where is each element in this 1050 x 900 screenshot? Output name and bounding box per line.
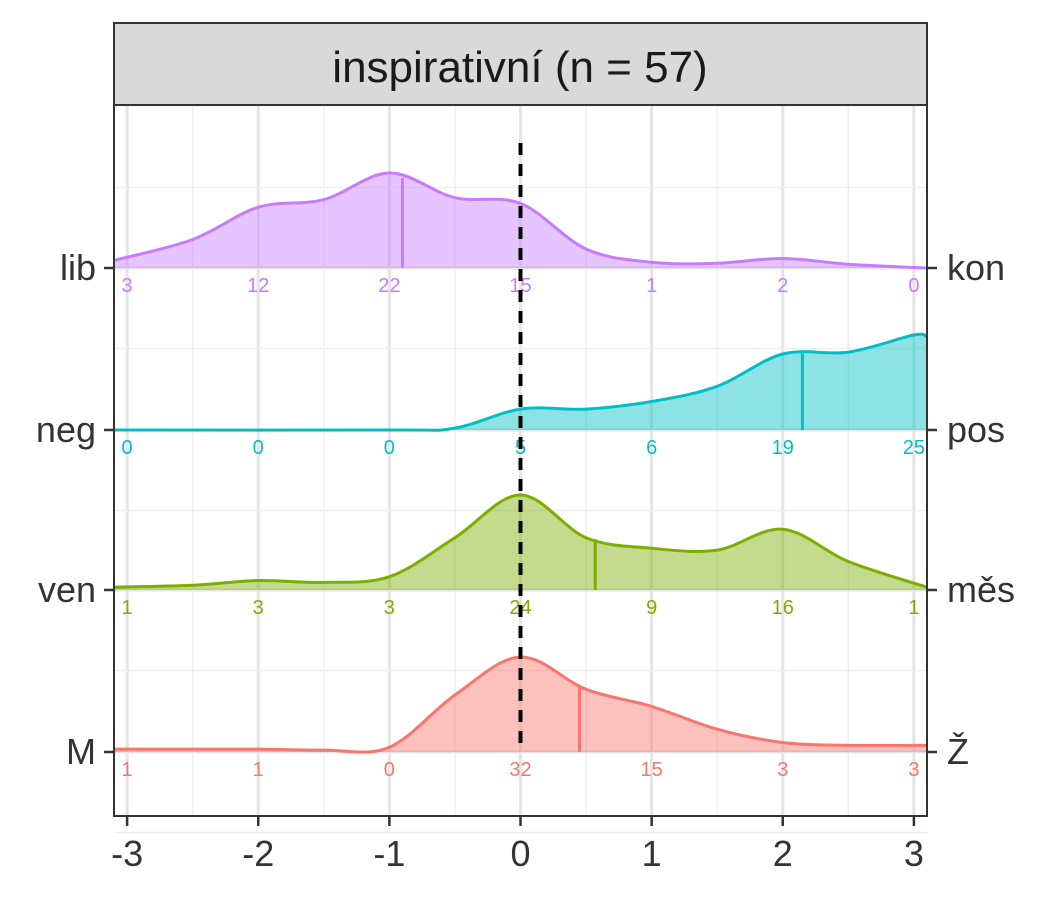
count-label: 1 (253, 759, 264, 781)
density-line (113, 332, 928, 432)
count-label: 3 (908, 759, 919, 781)
count-label: 22 (378, 275, 400, 297)
count-label: 32 (509, 759, 531, 781)
count-label: 1 (122, 759, 133, 781)
count-label: 0 (908, 275, 919, 297)
count-label: 1 (646, 275, 657, 297)
count-label: 15 (641, 759, 663, 781)
y-label-left: lib (60, 247, 96, 288)
chart-title: inspirativní (n = 57) (332, 43, 707, 92)
density-line (113, 493, 928, 589)
density-area (114, 334, 927, 431)
y-label-right: pos (947, 409, 1005, 450)
y-label-left: neg (36, 409, 96, 450)
count-label: 15 (509, 275, 531, 297)
x-axis: -3 -2 -1 0 1 2 3 (111, 816, 924, 874)
count-label: 0 (384, 437, 395, 459)
count-label: 1 (908, 597, 919, 619)
count-label: 0 (122, 437, 133, 459)
count-label: 6 (646, 437, 657, 459)
x-tick-label: -3 (111, 833, 143, 874)
ridge-lib-kon: 3 12 22 15 1 2 0 (113, 171, 928, 297)
x-tick-label: 2 (773, 833, 793, 874)
y-label-left: ven (38, 569, 96, 610)
count-label: 12 (247, 275, 269, 297)
count-label: 3 (253, 597, 264, 619)
count-label: 19 (772, 437, 794, 459)
x-tick-label: -1 (373, 833, 405, 874)
y-label-right: kon (947, 247, 1005, 288)
x-tick-label: 1 (642, 833, 662, 874)
count-label: 0 (384, 759, 395, 781)
x-tick-label: -2 (242, 833, 274, 874)
count-label: 3 (384, 597, 395, 619)
facet-strip-background (113, 22, 928, 106)
count-label: 25 (903, 437, 925, 459)
facet-strip: inspirativní (n = 57) (113, 22, 928, 106)
y-axis-left: lib neg ven M (36, 247, 114, 772)
y-axis-right: kon pos měs Ž (927, 247, 1015, 772)
density-area (114, 656, 927, 753)
count-label: 16 (772, 597, 794, 619)
y-label-right: Ž (947, 731, 969, 772)
x-tick-label: 3 (904, 833, 924, 874)
density-line (113, 171, 928, 270)
count-label: 3 (777, 759, 788, 781)
count-label: 3 (122, 275, 133, 297)
count-label: 2 (777, 275, 788, 297)
y-label-left: M (66, 731, 96, 772)
count-label: 1 (122, 597, 133, 619)
count-label: 9 (646, 597, 657, 619)
density-area (114, 172, 927, 268)
count-label: 0 (253, 437, 264, 459)
ridge-neg-pos: 000561925 (113, 332, 928, 459)
x-tick-label: 0 (510, 833, 530, 874)
y-label-right: měs (947, 569, 1015, 610)
